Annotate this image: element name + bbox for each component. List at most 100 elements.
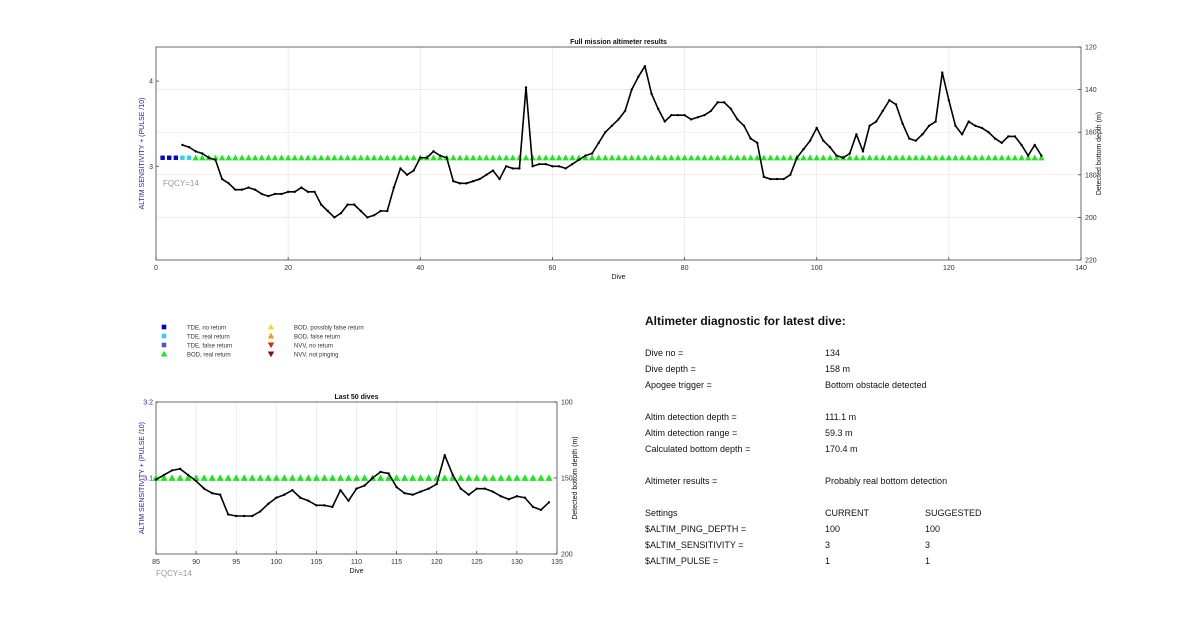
triangle-marker	[489, 474, 497, 481]
depth-point	[848, 152, 851, 155]
depth-point	[762, 175, 766, 179]
depth-point	[331, 505, 334, 509]
value-apogee-trigger: Bottom obstacle detected	[825, 380, 927, 390]
depth-point	[927, 124, 931, 128]
depth-point	[551, 165, 554, 168]
depth-point	[947, 99, 951, 102]
label-dive-no: Dive no =	[645, 348, 684, 358]
depth-point	[815, 126, 818, 130]
triangle-marker	[304, 474, 312, 481]
triangle-marker	[787, 154, 794, 161]
depth-point	[756, 141, 759, 145]
triangle-marker	[892, 154, 900, 161]
depth-point	[1007, 135, 1010, 138]
depth-point	[201, 152, 204, 155]
triangle-marker	[549, 154, 556, 161]
triangle-marker	[256, 474, 264, 481]
depth-point	[435, 482, 438, 486]
x-axis-label: Dive	[611, 274, 625, 281]
triangle-marker	[344, 154, 351, 161]
depth-point	[511, 167, 514, 170]
triangle-marker	[780, 154, 787, 161]
depth-point	[485, 173, 488, 176]
y-left-axis-label: ALTIM SENSITIVITY + (PULSE /10)	[139, 98, 146, 210]
triangle-marker	[615, 154, 622, 161]
depth-point	[1026, 154, 1030, 157]
triangle-marker	[232, 154, 239, 161]
value-altimeter-results: Probably real bottom detection	[825, 476, 948, 486]
depth-point	[577, 158, 581, 162]
settings-header-suggested: SUGGESTED	[925, 508, 982, 518]
triangle-marker	[635, 154, 642, 161]
triangle-marker	[740, 154, 748, 161]
triangle-marker	[707, 154, 715, 161]
label-calculated-bottom-depth: Calculated bottom depth =	[645, 444, 751, 454]
depth-point	[888, 99, 891, 102]
square-marker	[173, 155, 179, 160]
triangle-marker	[800, 154, 807, 161]
triangle-marker	[872, 154, 880, 161]
y-right-axis-label: Detected bottom depth (m)	[1096, 112, 1103, 195]
depth-point	[539, 508, 543, 512]
depth-point	[769, 177, 772, 181]
triangle-marker	[945, 154, 953, 161]
depth-point	[306, 190, 310, 194]
legend: TDE, no return TDE, real return TDE, false…	[160, 323, 364, 358]
triangle-marker	[476, 154, 483, 161]
setting-label-ping-depth: $ALTIM_PING_DEPTH =	[645, 524, 747, 534]
triangle-marker	[958, 154, 966, 161]
depth-point	[427, 487, 430, 490]
triangle-marker	[377, 154, 384, 161]
depth-point	[980, 126, 984, 130]
y-right-tick-label: 160	[1085, 130, 1097, 137]
depth-point	[181, 143, 184, 147]
triangle-marker	[648, 154, 655, 161]
triangle-marker	[721, 154, 728, 161]
depth-point	[637, 75, 640, 79]
depth-point	[894, 103, 898, 106]
triangle-marker	[199, 154, 206, 161]
triangle-marker	[853, 154, 860, 161]
depth-point	[861, 150, 865, 153]
y-right-axis-label: Detected bottom depth (m)	[572, 436, 579, 519]
depth-point	[670, 113, 673, 117]
depth-point	[405, 173, 409, 176]
triangle-marker	[522, 154, 530, 161]
depth-point	[346, 203, 349, 206]
depth-point	[921, 133, 924, 136]
legend-label: BOD, possibly false return	[294, 325, 364, 331]
depth-point	[313, 190, 316, 194]
triangle-marker	[320, 474, 329, 481]
depth-point	[590, 152, 594, 155]
triangle-marker	[410, 154, 417, 161]
depth-point	[491, 490, 495, 493]
setting-label-pulse: $ALTIM_PULSE =	[645, 556, 719, 566]
triangle-marker	[542, 154, 550, 161]
depth-point	[1013, 135, 1017, 138]
triangle-marker	[469, 154, 477, 161]
legend-label: TDE, real return	[187, 334, 230, 340]
depth-point	[789, 173, 792, 176]
depth-point	[557, 165, 561, 168]
depth-point	[689, 118, 693, 121]
triangle-marker	[390, 154, 398, 161]
depth-point	[315, 504, 318, 507]
value-altim-detection-depth: 111.1 m	[825, 412, 857, 422]
depth-point	[523, 496, 527, 499]
x-tick-label: 40	[416, 265, 424, 272]
triangle-marker	[694, 154, 701, 161]
last-50-dives-chart: 85 90 95 100 105 110 115 120 125 130 135 3.1 3.2 100 1…	[139, 394, 579, 578]
triangle-marker	[806, 154, 814, 161]
triangle-marker	[595, 154, 602, 161]
y-right-tick-label: 180	[1085, 172, 1097, 179]
triangle-marker	[537, 474, 545, 481]
depth-point	[253, 188, 257, 191]
depth-point	[186, 473, 190, 477]
y-right-tick-label: 200	[561, 552, 573, 559]
depth-point	[709, 109, 713, 113]
y-right-tick-label: 120	[1085, 45, 1097, 52]
legend-label: NVV, not pinging	[294, 352, 338, 358]
depth-point	[518, 167, 521, 170]
depth-point	[291, 488, 294, 492]
setting-suggested-ping-depth: 100	[925, 524, 941, 534]
